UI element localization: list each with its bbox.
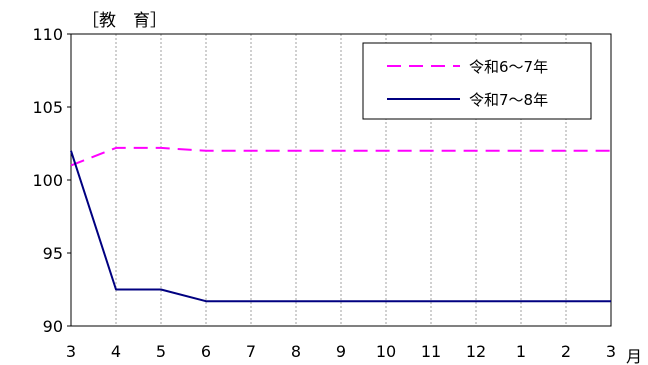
x-tick-label: 3 — [606, 342, 616, 361]
x-tick-label: 4 — [111, 342, 121, 361]
y-tick-label: 110 — [32, 25, 63, 44]
series-line-1 — [70, 146, 611, 167]
x-axis: 3 4 5 6 7 8 9 10 11 12 1 2 3 — [66, 342, 616, 361]
y-tick-label: 100 — [32, 171, 63, 190]
x-tick-label: 1 — [516, 342, 526, 361]
y-tick-label: 90 — [43, 317, 63, 336]
x-tick-label: 5 — [156, 342, 166, 361]
x-tick-label: 6 — [201, 342, 211, 361]
series-line-2 — [70, 150, 611, 303]
legend: 令和6～7年 令和7～8年 — [362, 42, 592, 120]
x-tick-label: 7 — [246, 342, 256, 361]
x-tick-label: 3 — [66, 342, 76, 361]
y-tick-label: 105 — [32, 98, 63, 117]
series-group — [70, 146, 611, 303]
chart-title: ［教 育］ — [82, 11, 167, 31]
y-axis: 90 95 100 105 110 — [32, 25, 71, 336]
x-tick-label: 8 — [291, 342, 301, 361]
x-unit-label: 月 — [626, 347, 642, 365]
x-tick-label: 10 — [376, 342, 396, 361]
x-tick-label: 11 — [421, 342, 441, 361]
x-tick-label: 2 — [561, 342, 571, 361]
legend-label-series-1: 令和6～7年 — [469, 58, 548, 76]
legend-box — [362, 42, 592, 120]
legend-label-series-2: 令和7～8年 — [469, 91, 548, 109]
x-tick-label: 12 — [466, 342, 486, 361]
x-tick-label: 9 — [336, 342, 346, 361]
y-tick-label: 95 — [43, 244, 63, 263]
